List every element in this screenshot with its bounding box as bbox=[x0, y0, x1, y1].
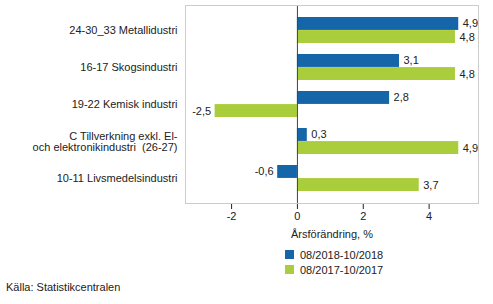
svg-text:-0,6: -0,6 bbox=[255, 165, 274, 177]
svg-text:24-30_33 Metallidustri: 24-30_33 Metallidustri bbox=[69, 24, 177, 36]
svg-text:3,1: 3,1 bbox=[403, 54, 418, 66]
svg-text:Årsförändring, %: Årsförändring, % bbox=[291, 228, 373, 240]
html-text:Källa: Statistikcentralen: Källa: Statistikcentralen bbox=[6, 281, 121, 293]
svg-text:-2: -2 bbox=[227, 210, 237, 222]
svg-text:-2,5: -2,5 bbox=[192, 105, 211, 117]
svg-text:10-11 Livsmedelsindustri: 10-11 Livsmedelsindustri bbox=[57, 172, 178, 184]
svg-text:4,9: 4,9 bbox=[463, 17, 478, 29]
html-text:08/2017-10/2017: 08/2017-10/2017 bbox=[300, 263, 384, 276]
svg-text:C Tillverkning exkl. El-och el: C Tillverkning exkl. El-och elektronikin… bbox=[33, 130, 178, 153]
svg-text:0,3: 0,3 bbox=[311, 128, 326, 140]
svg-text:4,8: 4,8 bbox=[459, 31, 474, 43]
html-text:08/2018-10/2018: 08/2018-10/2018 bbox=[300, 248, 384, 261]
svg-text:2,8: 2,8 bbox=[394, 91, 409, 103]
svg-text:3,7: 3,7 bbox=[423, 179, 438, 191]
svg-text:4: 4 bbox=[426, 210, 432, 222]
svg-text:16-17 Skogsindustri: 16-17 Skogsindustri bbox=[80, 61, 177, 73]
svg-text:4,9: 4,9 bbox=[463, 142, 478, 154]
svg-text:2: 2 bbox=[360, 210, 366, 222]
svg-text:19-22 Kemisk industri: 19-22 Kemisk industri bbox=[72, 98, 178, 110]
svg-text:4,8: 4,8 bbox=[459, 68, 474, 80]
svg-text:0: 0 bbox=[294, 210, 300, 222]
